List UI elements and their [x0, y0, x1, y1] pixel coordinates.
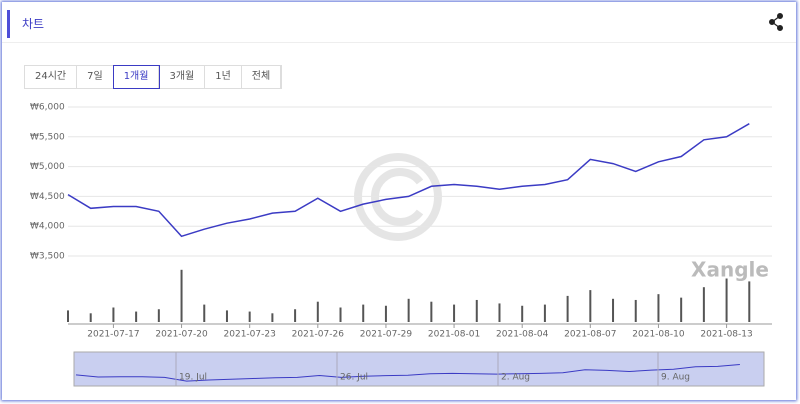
x-tick-label: 2021-07-29 — [360, 330, 413, 340]
volume-bar — [157, 309, 160, 322]
title: 차트 — [7, 10, 44, 38]
x-tick-label: 2021-07-17 — [87, 330, 139, 340]
volume-bar — [453, 304, 456, 322]
x-tick-label: 2021-07-26 — [292, 330, 345, 340]
navigator[interactable] — [73, 351, 765, 387]
y-tick-label: ₩3,500 — [30, 252, 65, 262]
volume-bar — [316, 301, 319, 322]
y-tick-label: ₩5,000 — [30, 162, 65, 172]
tab[interactable]: 1년 — [205, 66, 242, 88]
volume-bar — [89, 313, 92, 322]
x-tick-label: 2021-07-23 — [224, 330, 276, 340]
volume-bar — [248, 311, 251, 322]
volume-bar — [475, 299, 478, 322]
x-tick-label: 2021-08-04 — [496, 330, 549, 340]
y-tick-label: ₩5,500 — [30, 132, 65, 142]
x-tick-label: 2021-07-20 — [155, 330, 208, 340]
navigator-label: 19. Jul — [179, 373, 207, 383]
volume-bar — [225, 310, 228, 322]
tab[interactable]: 3개월 — [159, 66, 206, 88]
tab[interactable]: 1개월 — [112, 65, 161, 89]
y-tick-label: ₩6,000 — [30, 103, 65, 113]
volume-bar — [135, 311, 138, 322]
volume-bar — [589, 290, 592, 322]
watermark: Xangle — [691, 258, 769, 282]
tab[interactable]: 7일 — [77, 66, 114, 88]
volume-bar — [362, 304, 365, 322]
y-tick-label: ₩4,000 — [30, 222, 65, 232]
y-tick-label: ₩4,500 — [30, 192, 65, 202]
x-tick-label: 2021-08-10 — [632, 330, 685, 340]
tab-bar: 24시간 7일 1개월 3개월 1년 전체 — [24, 65, 283, 89]
volume-bar — [634, 299, 637, 322]
x-tick-label: 2021-08-13 — [700, 330, 752, 340]
volume-bar — [725, 278, 728, 322]
navigator-label: 9. Aug — [661, 373, 690, 383]
volume-bar — [521, 305, 524, 322]
navigator-label: 26. Jul — [340, 373, 368, 383]
volume-bar — [180, 269, 183, 322]
navigator-label: 2. Aug — [501, 373, 530, 383]
volume-bar — [271, 313, 274, 322]
volume-bar — [702, 287, 705, 322]
volume-bar — [384, 305, 387, 322]
volume-bar — [748, 281, 751, 322]
separator — [2, 42, 796, 43]
share-icon[interactable] — [769, 13, 783, 31]
volume-bar — [112, 307, 115, 322]
navigator-line — [75, 364, 740, 382]
volume-bar — [566, 295, 569, 322]
volume-bar — [430, 301, 433, 322]
volume-bar — [203, 304, 206, 322]
x-tick-label: 2021-08-01 — [428, 330, 480, 340]
volume-bar — [294, 309, 297, 322]
volume-bar — [612, 298, 615, 322]
volume-bar — [67, 310, 69, 322]
tab[interactable]: 24시간 — [25, 66, 78, 88]
volume-bar — [543, 304, 546, 322]
x-tick-label: 2021-08-07 — [564, 330, 616, 340]
volume-bar — [339, 307, 342, 322]
tab[interactable]: 전체 — [242, 66, 282, 88]
price-line — [67, 123, 750, 238]
volume-bar — [657, 294, 660, 322]
volume-bar — [680, 297, 683, 322]
page: 차트 24시간 7일 1개월 3개월 1년 전체 ₩3,500 ₩4,000 ₩4,500 ₩5… — [2, 2, 796, 400]
volume-bar — [407, 298, 410, 322]
volume-bar — [498, 303, 501, 322]
chart: ₩3,500 ₩4,000 ₩4,500 ₩5,000 ₩5,500 ₩6,000 2021… — [30, 13, 783, 387]
watermark-logo — [354, 153, 442, 241]
